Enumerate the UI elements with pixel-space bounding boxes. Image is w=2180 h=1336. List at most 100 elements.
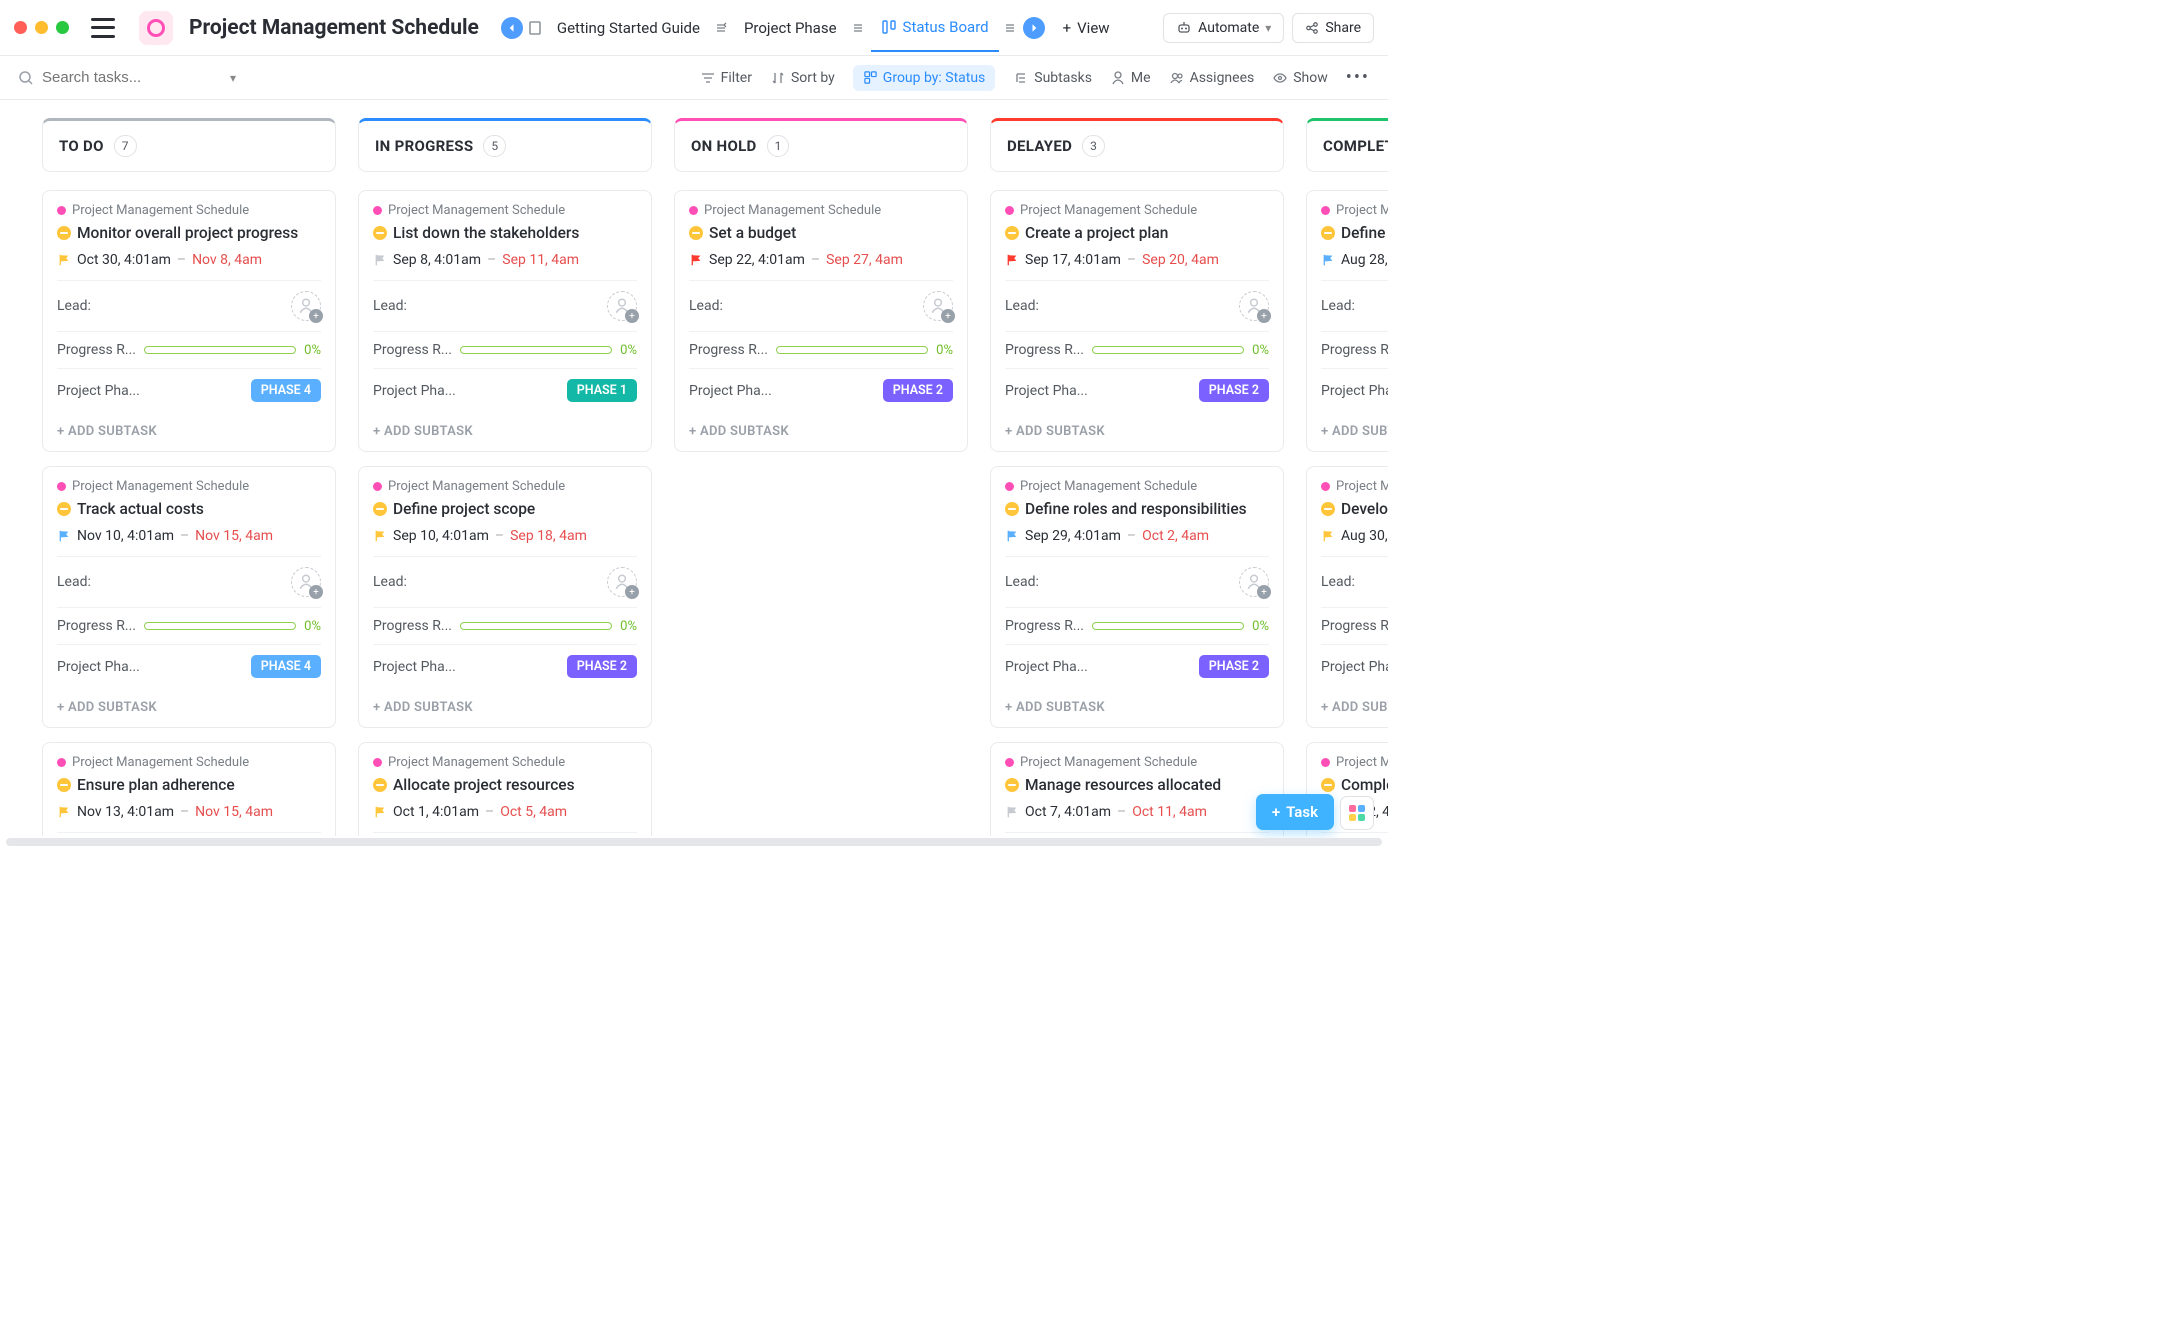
nav-back-button[interactable] xyxy=(501,17,523,39)
phase-badge[interactable]: PHASE 1 xyxy=(567,379,637,402)
close-window-button[interactable] xyxy=(14,21,27,34)
add-assignee-button[interactable]: + xyxy=(607,291,637,321)
phase-badge[interactable]: PHASE 2 xyxy=(1199,379,1269,402)
add-subtask-button[interactable]: + ADD SUBTASK xyxy=(1321,688,1388,727)
task-dates[interactable]: Sep 8, 4:01am – Sep 11, 4am xyxy=(373,252,637,268)
progress-bar[interactable]: 0% xyxy=(1092,343,1269,358)
status-dot-icon[interactable] xyxy=(1005,226,1019,240)
column-header[interactable]: IN PROGRESS 5 xyxy=(358,118,652,172)
column-header[interactable]: ON HOLD 1 xyxy=(674,118,968,172)
task-card[interactable]: Project Management Schedule Track actual… xyxy=(42,466,336,728)
apps-button[interactable] xyxy=(1340,796,1374,830)
task-dates[interactable]: Sep 17, 4:01am – Sep 20, 4am xyxy=(1005,252,1269,268)
horizontal-scrollbar[interactable] xyxy=(6,838,1382,846)
chevron-down-icon[interactable]: ▾ xyxy=(230,71,236,85)
nav-forward-button[interactable] xyxy=(1023,17,1045,39)
add-subtask-button[interactable]: + ADD SUBTASK xyxy=(57,412,321,451)
status-dot-icon[interactable] xyxy=(689,226,703,240)
assignees-button[interactable]: Assignees xyxy=(1169,70,1255,86)
task-card[interactable]: Project Management Schedule Ensure plan … xyxy=(42,742,336,836)
add-view-button[interactable]: + View xyxy=(1053,13,1120,43)
status-dot-icon[interactable] xyxy=(57,778,71,792)
me-button[interactable]: Me xyxy=(1110,70,1151,86)
more-button[interactable]: ••• xyxy=(1346,67,1370,88)
status-dot-icon[interactable] xyxy=(373,778,387,792)
tab-status-board[interactable]: Status Board xyxy=(871,4,999,52)
phase-badge[interactable]: PHASE 4 xyxy=(251,655,321,678)
task-dates[interactable]: Aug 30, 4:01am – Sep 8, 4am xyxy=(1321,528,1388,544)
filter-button[interactable]: Filter xyxy=(700,70,752,86)
phase-badge[interactable]: PHASE 4 xyxy=(251,379,321,402)
task-card[interactable]: Project Management Schedule Manage resou… xyxy=(990,742,1284,836)
progress-bar[interactable]: 0% xyxy=(144,343,321,358)
add-assignee-button[interactable]: + xyxy=(607,567,637,597)
status-dot-icon[interactable] xyxy=(1321,778,1335,792)
automate-button[interactable]: Automate ▾ xyxy=(1163,13,1284,43)
add-subtask-button[interactable]: + ADD SUBTASK xyxy=(1005,688,1269,727)
new-task-button[interactable]: + Task xyxy=(1256,794,1334,830)
task-card[interactable]: Project Management Schedule List down th… xyxy=(358,190,652,452)
add-assignee-button[interactable]: + xyxy=(1239,567,1269,597)
sortby-button[interactable]: Sort by xyxy=(770,70,835,86)
progress-bar[interactable]: 0% xyxy=(460,619,637,634)
minimize-window-button[interactable] xyxy=(35,21,48,34)
add-subtask-button[interactable]: + ADD SUBTASK xyxy=(689,412,953,451)
task-card[interactable]: Project Management Schedule Create a pro… xyxy=(990,190,1284,452)
task-dates[interactable]: Oct 30, 4:01am – Nov 8, 4am xyxy=(57,252,321,268)
task-dates[interactable]: Sep 10, 4:01am – Sep 18, 4am xyxy=(373,528,637,544)
show-button[interactable]: Show xyxy=(1272,70,1328,86)
add-subtask-button[interactable]: + ADD SUBTASK xyxy=(1321,412,1388,451)
phase-badge[interactable]: PHASE 2 xyxy=(567,655,637,678)
maximize-window-button[interactable] xyxy=(56,21,69,34)
status-dot-icon[interactable] xyxy=(1005,778,1019,792)
groupby-button[interactable]: Group by: Status xyxy=(853,65,995,91)
progress-bar[interactable]: 0% xyxy=(460,343,637,358)
status-dot-icon[interactable] xyxy=(373,502,387,516)
list-logo[interactable] xyxy=(139,11,173,45)
column-header[interactable]: TO DO 7 xyxy=(42,118,336,172)
column-header[interactable]: DELAYED 3 xyxy=(990,118,1284,172)
add-subtask-button[interactable]: + ADD SUBTASK xyxy=(373,412,637,451)
status-dot-icon[interactable] xyxy=(1321,226,1335,240)
task-dates[interactable]: Aug 28, 4:01am – Sep 4, 4am xyxy=(1321,252,1388,268)
status-dot-icon[interactable] xyxy=(1321,502,1335,516)
subtasks-button[interactable]: Subtasks xyxy=(1013,70,1092,86)
add-assignee-button[interactable]: + xyxy=(291,567,321,597)
tab-project-phase[interactable]: Project Phase xyxy=(734,13,847,43)
add-subtask-button[interactable]: + ADD SUBTASK xyxy=(57,688,321,727)
column-header[interactable]: COMPLETE 3 xyxy=(1306,118,1388,172)
add-assignee-button[interactable]: + xyxy=(923,291,953,321)
status-dot-icon[interactable] xyxy=(373,226,387,240)
task-card[interactable]: Project Management Schedule Set a budget… xyxy=(674,190,968,452)
add-assignee-button[interactable]: + xyxy=(1239,291,1269,321)
add-subtask-button[interactable]: + ADD SUBTASK xyxy=(373,688,637,727)
task-dates[interactable]: Oct 1, 4:01am – Oct 5, 4am xyxy=(373,804,637,820)
task-card[interactable]: Project Management Schedule Define goals… xyxy=(1306,190,1388,452)
phase-badge[interactable]: PHASE 2 xyxy=(883,379,953,402)
board-scroll[interactable]: TO DO 7 Project Management Schedule Moni… xyxy=(0,100,1388,836)
task-card[interactable]: Project Management Schedule Develop sche… xyxy=(1306,466,1388,728)
search-input[interactable] xyxy=(42,69,222,86)
menu-toggle-button[interactable] xyxy=(91,18,115,38)
status-dot-icon[interactable] xyxy=(1005,502,1019,516)
task-card[interactable]: Project Management Schedule Monitor over… xyxy=(42,190,336,452)
add-assignee-button[interactable]: + xyxy=(291,291,321,321)
card-breadcrumb: Project Management Schedule xyxy=(1321,479,1388,494)
task-card[interactable]: Project Management Schedule Define proje… xyxy=(358,466,652,728)
task-card[interactable]: Project Management Schedule Define roles… xyxy=(990,466,1284,728)
task-dates[interactable]: Nov 10, 4:01am – Nov 15, 4am xyxy=(57,528,321,544)
task-dates[interactable]: Sep 29, 4:01am – Oct 2, 4am xyxy=(1005,528,1269,544)
share-button[interactable]: Share xyxy=(1292,13,1374,43)
task-dates[interactable]: Sep 22, 4:01am – Sep 27, 4am xyxy=(689,252,953,268)
progress-bar[interactable]: 0% xyxy=(144,619,321,634)
add-subtask-button[interactable]: + ADD SUBTASK xyxy=(1005,412,1269,451)
status-dot-icon[interactable] xyxy=(57,502,71,516)
task-dates[interactable]: Oct 7, 4:01am – Oct 11, 4am xyxy=(1005,804,1269,820)
task-card[interactable]: Project Management Schedule Allocate pro… xyxy=(358,742,652,836)
progress-bar[interactable]: 0% xyxy=(776,343,953,358)
phase-badge[interactable]: PHASE 2 xyxy=(1199,655,1269,678)
tab-getting-started[interactable]: Getting Started Guide xyxy=(547,13,710,43)
status-dot-icon[interactable] xyxy=(57,226,71,240)
task-dates[interactable]: Nov 13, 4:01am – Nov 15, 4am xyxy=(57,804,321,820)
progress-bar[interactable]: 0% xyxy=(1092,619,1269,634)
